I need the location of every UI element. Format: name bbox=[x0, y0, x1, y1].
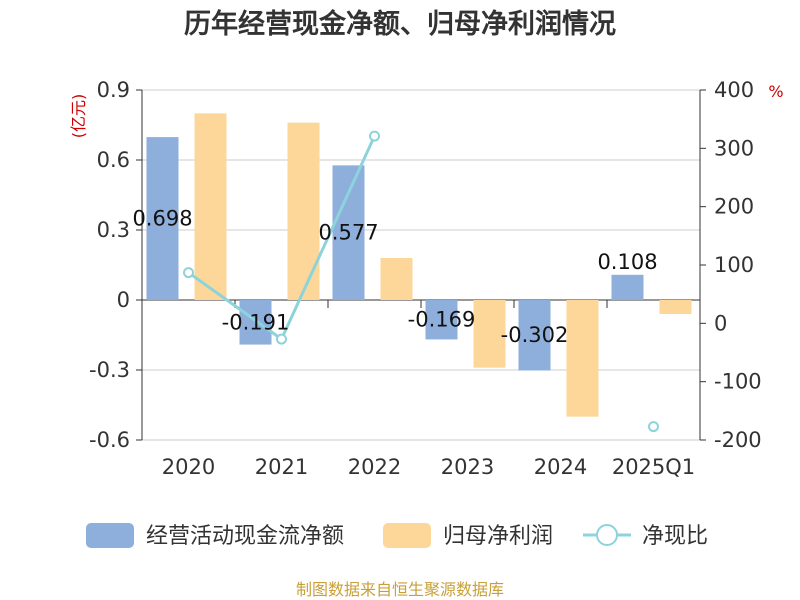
left-tick-label: 0.6 bbox=[97, 148, 130, 172]
net-profit-bar bbox=[566, 300, 599, 417]
legend-swatch-cash-flow bbox=[86, 523, 134, 548]
legend-marker-ratio bbox=[596, 524, 618, 546]
bars bbox=[146, 113, 692, 417]
cash-flow-bar bbox=[611, 274, 644, 300]
cash-flow-data-label: 0.108 bbox=[597, 250, 657, 274]
grid-lines bbox=[142, 89, 700, 441]
ratio-line bbox=[183, 130, 659, 433]
cash-flow-data-label: 0.577 bbox=[318, 221, 378, 245]
net-profit-bar bbox=[659, 300, 692, 314]
cash-flow-bar bbox=[332, 165, 365, 300]
net-profit-bar bbox=[287, 122, 320, 301]
data-labels: 0.698 -0.191 0.577 -0.169 -0.302 0.108 bbox=[132, 207, 657, 348]
right-tick-label: 100 bbox=[714, 253, 754, 277]
net-profit-bar bbox=[194, 113, 227, 300]
cash-flow-data-label: -0.302 bbox=[501, 323, 569, 347]
left-axis-unit: (亿元) bbox=[69, 94, 88, 139]
ratio-point bbox=[183, 267, 194, 279]
right-tick-label: -100 bbox=[714, 370, 762, 394]
cash-flow-data-label: -0.169 bbox=[408, 308, 476, 332]
cash-flow-data-label: 0.698 bbox=[132, 207, 192, 231]
category-label: 2024 bbox=[534, 455, 587, 479]
cash-flow-bar bbox=[146, 137, 179, 300]
legend-label-cash-flow: 经营活动现金流净额 bbox=[146, 524, 344, 549]
source-note: 制图数据来自恒生聚源数据库 bbox=[296, 580, 504, 599]
left-tick-label: -0.6 bbox=[89, 428, 130, 452]
right-tick-label: 400 bbox=[714, 78, 754, 102]
axes: 0.9 0.6 0.3 0 -0.3 -0.6 400 300 200 100 0 -100 -200 2… bbox=[89, 78, 762, 479]
cash-flow-bar bbox=[425, 300, 458, 340]
chart-title: 历年经营现金净额、归母净利润情况 bbox=[184, 8, 616, 40]
category-label: 2025Q1 bbox=[612, 455, 695, 479]
cash-flow-data-label: -0.191 bbox=[222, 310, 290, 334]
cash-flow-bar bbox=[518, 300, 551, 371]
right-tick-label: 0 bbox=[714, 311, 727, 335]
legend-label-ratio: 净现比 bbox=[642, 524, 708, 549]
legend-swatch-net-profit bbox=[383, 523, 431, 548]
legend: 经营活动现金流净额 归母净利润 净现比 bbox=[86, 523, 708, 549]
left-tick-label: 0 bbox=[117, 288, 130, 312]
net-profit-bar bbox=[473, 300, 506, 368]
right-tick-label: 300 bbox=[714, 136, 754, 160]
category-label: 2023 bbox=[441, 455, 494, 479]
right-tick-label: -200 bbox=[714, 428, 762, 452]
left-tick-label: -0.3 bbox=[89, 358, 130, 382]
category-label: 2021 bbox=[255, 455, 308, 479]
category-label: 2022 bbox=[348, 455, 401, 479]
category-label: 2020 bbox=[162, 455, 215, 479]
right-axis-unit: % bbox=[768, 82, 783, 101]
ratio-point bbox=[369, 130, 380, 142]
left-tick-label: 0.3 bbox=[97, 218, 130, 242]
legend-label-net-profit: 归母净利润 bbox=[443, 524, 553, 549]
ratio-point bbox=[648, 421, 659, 433]
ratio-point bbox=[276, 333, 287, 345]
net-profit-bar bbox=[380, 258, 413, 300]
left-tick-label: 0.9 bbox=[97, 78, 130, 102]
right-tick-label: 200 bbox=[714, 195, 754, 219]
